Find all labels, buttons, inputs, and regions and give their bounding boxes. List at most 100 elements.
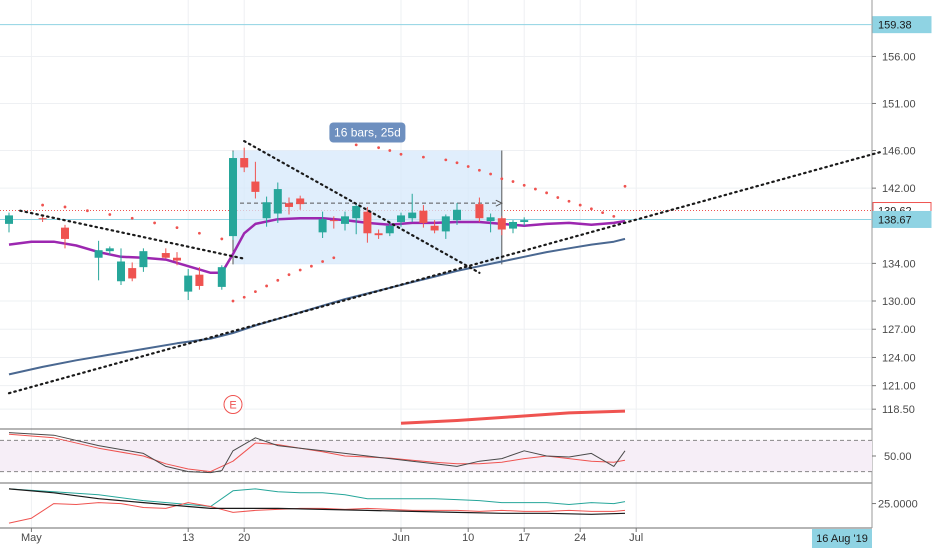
candle[interactable] bbox=[408, 193, 417, 222]
candle-body bbox=[61, 227, 69, 239]
candle[interactable] bbox=[385, 222, 394, 237]
candle[interactable] bbox=[217, 265, 226, 290]
candle[interactable] bbox=[318, 211, 327, 238]
parabolic-sar-dot bbox=[590, 207, 593, 211]
parabolic-sar-dot bbox=[153, 221, 157, 225]
price-tag[interactable] bbox=[872, 210, 932, 228]
parabolic-sar-dot bbox=[478, 168, 481, 172]
parabolic-sar-dot bbox=[522, 183, 526, 187]
candle[interactable] bbox=[341, 211, 349, 231]
candle[interactable] bbox=[94, 240, 103, 281]
candle[interactable] bbox=[139, 248, 148, 272]
oscillator-2-pane[interactable] bbox=[8, 488, 626, 524]
time-tick-label: 10 bbox=[462, 532, 474, 544]
parabolic-sar-dot bbox=[298, 268, 302, 272]
candle[interactable] bbox=[184, 269, 193, 301]
parabolic-sar-dot bbox=[287, 273, 291, 277]
parabolic-sar-dot bbox=[220, 237, 224, 241]
candle[interactable] bbox=[128, 262, 137, 282]
earnings-marker[interactable] bbox=[223, 394, 243, 414]
candle-body bbox=[240, 158, 249, 168]
parabolic-sar-dot bbox=[567, 199, 571, 203]
trendline[interactable] bbox=[19, 209, 246, 260]
candle-body bbox=[195, 274, 204, 286]
price-tick-label: 156.00 bbox=[882, 51, 916, 63]
trendlines-layer[interactable]: E bbox=[7, 139, 884, 414]
crosshair-date-tag[interactable] bbox=[812, 529, 872, 548]
price-tick-label: 142.00 bbox=[882, 183, 916, 195]
candle[interactable] bbox=[251, 161, 260, 199]
oscillator-1-pane[interactable] bbox=[0, 432, 872, 474]
time-tick-label: 24 bbox=[574, 532, 586, 544]
candle-body bbox=[296, 198, 305, 205]
candle[interactable] bbox=[240, 147, 249, 173]
candle[interactable] bbox=[296, 195, 305, 210]
trendline[interactable] bbox=[7, 150, 884, 395]
candle[interactable] bbox=[475, 197, 484, 222]
candle-body bbox=[520, 220, 529, 222]
candle-body bbox=[497, 218, 506, 230]
crosshair-date-label: 16 Aug '19 bbox=[816, 533, 868, 545]
candle[interactable] bbox=[229, 151, 237, 240]
candle-body bbox=[285, 203, 293, 207]
candle[interactable] bbox=[161, 248, 170, 259]
candle[interactable] bbox=[441, 214, 450, 239]
parabolic-sar-dot bbox=[231, 299, 235, 303]
candle[interactable] bbox=[273, 182, 282, 223]
parabolic-sar-dot bbox=[578, 203, 582, 207]
candle[interactable] bbox=[497, 216, 506, 236]
candle-body bbox=[430, 225, 439, 231]
candle[interactable] bbox=[453, 203, 461, 225]
candle[interactable] bbox=[397, 212, 405, 227]
candle[interactable] bbox=[363, 206, 372, 243]
price-tick-label: 130.00 bbox=[882, 296, 916, 308]
time-tick-label: 20 bbox=[238, 532, 250, 544]
parabolic-sar-dot bbox=[86, 209, 89, 213]
candle[interactable] bbox=[374, 229, 383, 239]
parabolic-sar-dot bbox=[354, 143, 358, 147]
candle[interactable] bbox=[262, 196, 271, 227]
candle-body bbox=[475, 204, 484, 219]
candle[interactable] bbox=[117, 248, 125, 286]
candle[interactable] bbox=[195, 267, 204, 290]
candle[interactable] bbox=[509, 220, 517, 234]
candle-body bbox=[38, 218, 47, 220]
candle[interactable] bbox=[173, 252, 181, 266]
candle[interactable] bbox=[430, 220, 439, 234]
price-tag[interactable] bbox=[872, 16, 932, 34]
candle-body bbox=[419, 210, 428, 223]
parabolic-sar-dot bbox=[321, 260, 324, 263]
candle[interactable] bbox=[61, 224, 69, 249]
time-tick-label: Jul bbox=[629, 532, 643, 544]
moving-average-third bbox=[400, 409, 626, 425]
candle-body bbox=[251, 181, 260, 192]
parabolic-sar-dot bbox=[332, 256, 336, 260]
candle[interactable] bbox=[352, 203, 361, 235]
candle-body bbox=[341, 216, 349, 224]
candle-body bbox=[173, 257, 181, 261]
candle-body bbox=[374, 233, 383, 236]
candle[interactable] bbox=[520, 217, 529, 226]
price-axis[interactable]: 159.38156.00151.00146.00142.00139.62138.… bbox=[872, 16, 932, 511]
candle[interactable] bbox=[329, 216, 338, 229]
parabolic-sar-dot bbox=[545, 191, 548, 195]
time-tick-label: Jun bbox=[392, 532, 410, 544]
price-tick-label: 134.00 bbox=[882, 258, 916, 270]
time-tick-label: May bbox=[21, 532, 42, 544]
candle[interactable] bbox=[419, 205, 428, 228]
price-tag-label: 159.38 bbox=[878, 20, 912, 32]
candle[interactable] bbox=[486, 213, 495, 233]
parabolic-sar-dot bbox=[623, 184, 627, 188]
parabolic-sar-dot bbox=[108, 213, 112, 216]
time-axis[interactable]: May 13 20 Jun 10 17 24 Jul 16 Aug '19 bbox=[21, 528, 872, 548]
candle-body bbox=[486, 217, 495, 222]
candles-layer[interactable] bbox=[5, 147, 529, 301]
candle[interactable] bbox=[105, 246, 114, 255]
candle[interactable] bbox=[5, 212, 13, 233]
parabolic-sar-dot bbox=[489, 172, 492, 176]
candle-body bbox=[161, 253, 170, 258]
candle[interactable] bbox=[285, 197, 293, 215]
trendline[interactable] bbox=[243, 139, 481, 274]
candle-body bbox=[229, 158, 237, 237]
